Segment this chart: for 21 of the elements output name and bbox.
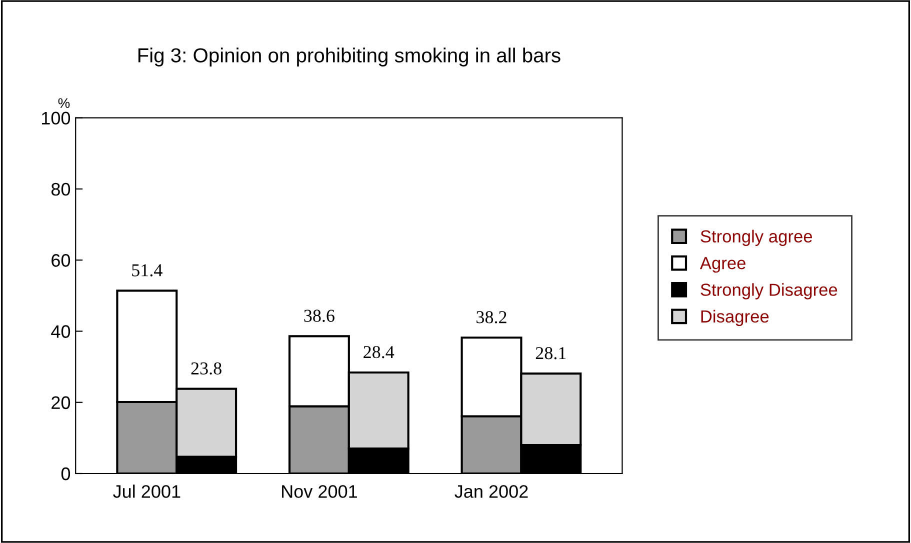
y-tick-label: 20: [52, 396, 70, 410]
legend-label: Agree: [700, 257, 746, 273]
y-tick-label: 60: [52, 254, 70, 267]
x-tick-label: Nov 2001: [282, 485, 357, 498]
y-tick-label: 0: [61, 467, 70, 480]
legend-label: Strongly agree: [700, 230, 812, 246]
y-tick-label: 40: [51, 325, 70, 338]
total-label: 23.8: [191, 362, 222, 375]
total-label: 28.1: [536, 347, 566, 360]
legend-label: Strongly Disagree: [700, 283, 838, 300]
x-tick-label: Jan 2002: [454, 485, 528, 498]
y-tick-label: 80: [51, 182, 70, 196]
y-tick-label: 100: [42, 112, 70, 125]
total-label: 28.4: [364, 346, 394, 358]
y-axis-title: %: [58, 98, 70, 108]
total-label: 38.2: [476, 311, 506, 324]
chart-title: Fig 3: Opinion on prohibiting smoking in all bars: [138, 48, 560, 66]
total-label: 38.6: [304, 310, 334, 322]
x-tick-label: Jul 2001: [113, 484, 180, 498]
legend-label: Disagree: [701, 310, 769, 326]
total-label: 51.4: [132, 264, 162, 276]
